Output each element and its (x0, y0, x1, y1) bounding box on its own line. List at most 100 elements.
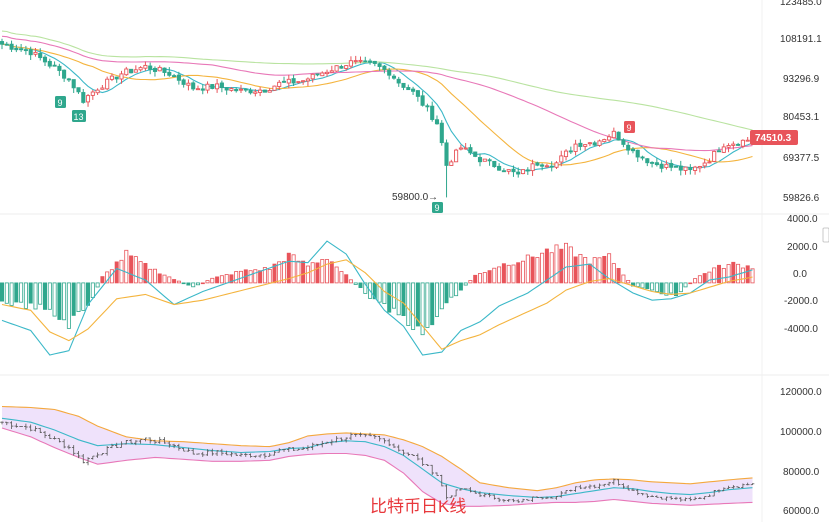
macd-bar (324, 259, 329, 284)
candle-down (224, 87, 229, 91)
candle-down (176, 74, 181, 81)
macd-bar (564, 242, 569, 284)
candle-up (721, 146, 726, 153)
macd-bar (726, 264, 731, 284)
macd-bar (205, 280, 210, 284)
signal-badge (72, 110, 86, 122)
candle-down (673, 165, 679, 168)
candle-down (678, 165, 683, 171)
macd-axis-label: 4000.0 (787, 214, 818, 225)
candle-up (124, 68, 129, 76)
candle-up (544, 165, 549, 168)
signal-badge-text: 9 (435, 203, 440, 213)
macd-bar (62, 282, 67, 321)
low-arrow-icon: → (428, 192, 438, 203)
price-axis-label: 108191.1 (780, 34, 822, 45)
sequence-signals: 9 13 9 9 (55, 96, 635, 213)
macd-bar (463, 282, 468, 286)
macd-bar (611, 263, 616, 284)
candle-up (530, 163, 535, 172)
macd-bar (497, 266, 502, 284)
macd-bar (172, 279, 177, 284)
macd-bar (272, 263, 277, 284)
bollinger-price-bars (0, 421, 755, 503)
macd-bar (702, 273, 707, 284)
macd-bar (43, 282, 48, 310)
candle-up (664, 163, 669, 168)
candle-down (71, 79, 76, 89)
macd-bar (621, 274, 626, 284)
macd-bar (549, 252, 554, 284)
candle-down (650, 161, 655, 164)
candle-down (114, 76, 119, 80)
candle-up (267, 90, 272, 93)
macd-axis-label: 2000.0 (787, 242, 818, 253)
candle-up (353, 60, 358, 63)
candle-down (372, 60, 377, 64)
candle-down (200, 88, 205, 91)
candle-down (396, 78, 401, 84)
candle-down (736, 143, 741, 146)
candle-up (563, 150, 569, 158)
candle-down (152, 67, 158, 72)
macd-lines (1, 240, 753, 356)
candle-up (683, 166, 688, 171)
macd-dif-line (1, 240, 753, 356)
macd-bar (501, 263, 506, 284)
macd-bar (90, 282, 95, 298)
candle-up (138, 67, 143, 71)
candle-down (234, 88, 239, 92)
candle-down (669, 163, 674, 168)
low-annotation: 59800.0 → (392, 192, 438, 203)
macd-bar (387, 282, 392, 313)
macd-bar (329, 261, 334, 284)
candle-down (339, 66, 344, 69)
candle-up (726, 145, 731, 148)
macd-bar (38, 282, 43, 305)
macd-bar (162, 274, 167, 284)
candle-down (14, 47, 19, 51)
macd-bar (411, 282, 416, 330)
macd-bar (71, 282, 76, 316)
macd-bar (626, 279, 631, 284)
candle-up (100, 87, 105, 90)
candle-down (411, 88, 416, 92)
price-axis-label: 80453.1 (783, 112, 820, 123)
panel-expand-handle[interactable] (822, 227, 829, 243)
candle-down (191, 82, 196, 90)
candle-up (272, 85, 277, 91)
macd-bar (525, 254, 530, 284)
candle-down (9, 43, 14, 50)
macd-bar (296, 260, 301, 284)
candle-down (42, 56, 48, 63)
macd-bar (750, 268, 755, 284)
macd-bar (678, 282, 683, 293)
boll-lower-line (1, 427, 753, 507)
candle-up (573, 143, 578, 152)
candle-down (578, 142, 583, 147)
macd-bar (238, 270, 243, 284)
candle-up (205, 83, 210, 91)
macd-bar (573, 256, 578, 284)
candle-down (81, 92, 86, 103)
candle-down (492, 160, 497, 168)
macd-bar (454, 282, 459, 297)
macd-bar (253, 269, 258, 284)
macd-bar (506, 264, 511, 284)
candle-down (291, 78, 296, 84)
macd-bar (645, 282, 650, 290)
macd-bar (133, 256, 138, 284)
macd-bar (540, 252, 545, 284)
candle-up (745, 139, 750, 142)
candle-down (626, 144, 631, 151)
candle-up (602, 139, 607, 143)
macd-bar (382, 282, 387, 304)
macd-bar (129, 255, 134, 284)
macd-bar (444, 282, 449, 304)
macd-bar (492, 267, 497, 284)
candle-up (454, 149, 459, 163)
macd-bar (100, 276, 105, 284)
price-candles (0, 38, 755, 198)
macd-bar (33, 282, 38, 310)
